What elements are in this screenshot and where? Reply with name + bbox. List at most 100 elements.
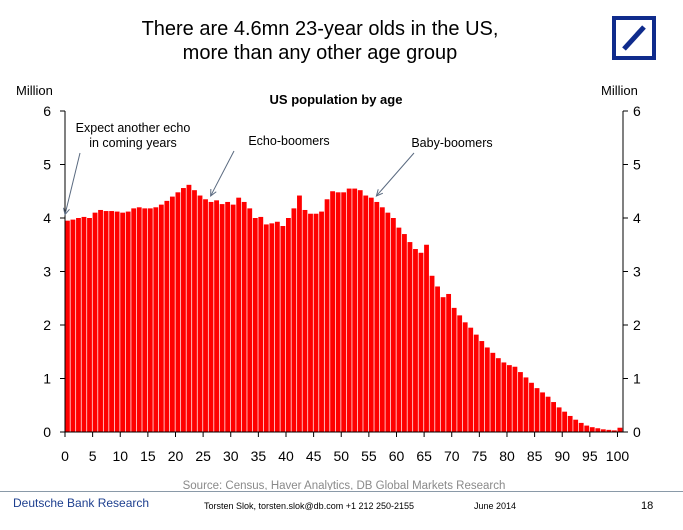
- chart-source: Source: Census, Haver Analytics, DB Glob…: [183, 480, 506, 490]
- bar-age-27: [214, 200, 219, 432]
- bar-age-96: [595, 428, 601, 432]
- bar-age-73: [468, 327, 474, 432]
- bar-age-25: [203, 199, 208, 432]
- bar-age-29: [225, 201, 231, 432]
- bar-age-35: [258, 216, 264, 432]
- bar-age-16: [153, 207, 159, 432]
- bar-age-98: [606, 429, 612, 432]
- deutsche-bank-logo-icon: [612, 16, 656, 60]
- annotation-echo: Expect another echo in coming years: [76, 121, 191, 150]
- bar-age-43: [302, 209, 308, 432]
- bar-age-26: [208, 201, 214, 432]
- bar-age-13: [136, 207, 142, 432]
- y-tick-label-right: 1: [633, 371, 641, 387]
- bar-age-52: [352, 188, 358, 432]
- bar-age-54: [363, 195, 369, 432]
- x-tick-label: 65: [416, 448, 432, 464]
- annotation-arrowhead-echo-boomers: [210, 188, 217, 197]
- bar-age-80: [506, 365, 512, 433]
- bar-age-4: [87, 218, 92, 432]
- bar-age-8: [109, 211, 115, 432]
- bar-age-100: [617, 427, 623, 432]
- bar-age-83: [523, 377, 529, 432]
- bar-age-7: [103, 211, 109, 432]
- bar-age-56: [374, 201, 380, 432]
- bar-age-10: [120, 212, 126, 432]
- bar-age-36: [263, 224, 269, 432]
- bar-age-65: [424, 244, 429, 432]
- x-tick-label: 15: [140, 448, 156, 464]
- y-tick-label-right: 5: [633, 157, 641, 173]
- bar-age-30: [230, 204, 236, 433]
- bar-age-58: [385, 212, 391, 432]
- bar-age-39: [280, 226, 286, 432]
- y-tick-label-left: 2: [43, 317, 51, 333]
- bar-age-93: [578, 422, 584, 432]
- annotation-arrowhead-baby-boomers: [375, 189, 384, 197]
- bar-age-14: [142, 208, 148, 432]
- bar-age-45: [313, 213, 319, 432]
- y-tick-label-left: 5: [43, 157, 51, 173]
- bar-age-46: [319, 211, 324, 432]
- bar-age-38: [274, 221, 280, 432]
- bar-age-68: [440, 297, 446, 432]
- page-title-line2: more than any other age group: [182, 42, 458, 64]
- bar-age-59: [390, 218, 396, 432]
- bar-age-24: [197, 195, 203, 432]
- bar-age-94: [584, 425, 590, 432]
- annotation-baby-boomers: Baby-boomers: [411, 136, 492, 150]
- bar-age-15: [147, 208, 153, 432]
- bar-age-81: [512, 366, 518, 432]
- x-tick-label: 85: [527, 448, 543, 464]
- bar-age-42: [297, 195, 302, 432]
- bar-age-22: [186, 184, 192, 432]
- y-tick-label-left: 0: [43, 424, 51, 440]
- bar-age-17: [158, 204, 164, 433]
- x-tick-label: 0: [61, 448, 69, 464]
- y-tick-label-left: 1: [43, 371, 51, 387]
- bar-age-66: [429, 275, 435, 432]
- bar-age-76: [484, 347, 490, 432]
- bar-age-2: [76, 218, 81, 432]
- x-tick-label: 50: [333, 448, 349, 464]
- bar-age-99: [611, 430, 617, 432]
- bar-age-20: [175, 192, 181, 432]
- y-axis-label-right: Million: [601, 83, 638, 98]
- bar-age-63: [413, 249, 418, 432]
- bar-age-55: [368, 197, 374, 432]
- bar-age-89: [556, 407, 562, 432]
- x-tick-label: 5: [89, 448, 97, 464]
- page-number: 18: [641, 500, 654, 512]
- bar-age-34: [252, 218, 258, 432]
- footer-brand: Deutsche Bank Research: [13, 496, 150, 510]
- annotation-arrow-echo-boomers: [210, 150, 235, 197]
- bar-age-19: [169, 196, 175, 432]
- y-axis-label-left: Million: [16, 83, 53, 98]
- chart-title: US population by age: [270, 92, 403, 107]
- bar-age-61: [402, 234, 407, 432]
- bar-age-3: [81, 216, 87, 432]
- bar-age-48: [330, 191, 336, 432]
- bar-age-62: [407, 242, 413, 432]
- x-tick-label: 35: [251, 448, 267, 464]
- y-tick-label-left: 3: [43, 264, 51, 280]
- bar-age-47: [324, 199, 330, 432]
- y-tick-label-left: 6: [43, 103, 51, 119]
- bar-age-33: [247, 208, 253, 432]
- bar-age-74: [473, 334, 479, 432]
- x-tick-label: 40: [278, 448, 294, 464]
- bar-age-11: [125, 211, 131, 432]
- footer-date: June 2014: [474, 501, 517, 511]
- x-tick-label: 90: [554, 448, 570, 464]
- y-tick-label-right: 2: [633, 317, 641, 333]
- bar-age-6: [98, 209, 103, 432]
- bar-age-82: [518, 372, 523, 432]
- bar-age-40: [285, 218, 291, 432]
- page-title-line1: There are 4.6mn 23-year olds in the US,: [141, 18, 499, 40]
- y-tick-label-right: 3: [633, 264, 641, 280]
- bar-age-95: [589, 427, 595, 432]
- y-tick-label-right: 6: [633, 103, 641, 119]
- bar-age-49: [335, 192, 341, 432]
- bar-age-87: [545, 396, 551, 432]
- bar-age-72: [462, 322, 468, 432]
